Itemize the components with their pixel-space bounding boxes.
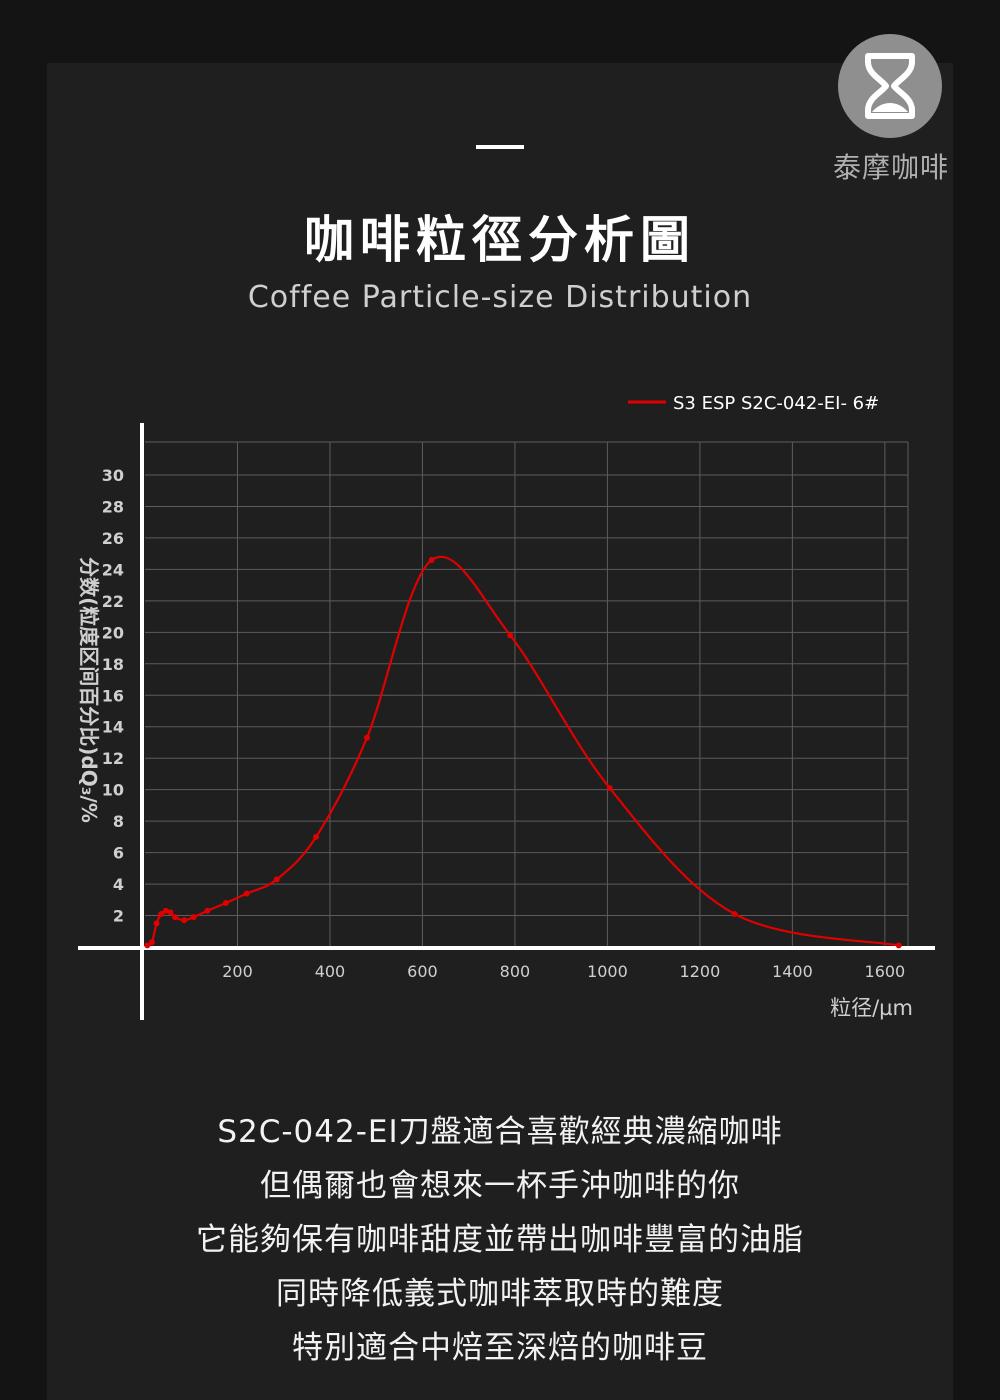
title-dash (476, 145, 524, 149)
description-line-5: 特別適合中焙至深焙的咖啡豆 (292, 1330, 708, 1366)
x-tick-label: 200 (222, 962, 253, 981)
data-point (606, 785, 613, 792)
data-point (148, 939, 155, 946)
description-line-3: 它能夠保有咖啡甜度並帶出咖啡豐富的油脂 (196, 1222, 804, 1258)
legend-label: S3 ESP S2C-042-EI- 6# (673, 393, 879, 414)
y-tick-label: 16 (102, 686, 124, 705)
y-tick-label: 20 (102, 623, 124, 642)
x-tick-label: 1600 (865, 962, 906, 981)
data-point (204, 907, 211, 914)
y-tick-label: 26 (102, 529, 124, 548)
description-line-1: S2C-042-EI刀盤適合喜歡經典濃縮咖啡 (217, 1114, 783, 1150)
content-panel (47, 63, 953, 1400)
data-point (144, 942, 151, 949)
y-tick-label: 22 (102, 592, 124, 611)
x-axis-label: 粒径/µm (830, 996, 913, 1020)
data-point (162, 907, 169, 914)
x-tick-label: 400 (315, 962, 346, 981)
data-point (158, 910, 165, 917)
data-point (153, 920, 160, 927)
y-tick-label: 14 (102, 718, 124, 737)
x-tick-label: 1000 (587, 962, 628, 981)
data-point (190, 914, 197, 921)
y-tick-label: 30 (102, 466, 124, 485)
y-tick-label: 4 (113, 875, 124, 894)
data-point (243, 890, 250, 897)
x-tick-label: 1400 (772, 962, 813, 981)
description-line-2: 但偶爾也會想來一杯手沖咖啡的你 (260, 1168, 740, 1204)
description: S2C-042-EI刀盤適合喜歡經典濃縮咖啡 但偶爾也會想來一杯手沖咖啡的你 它… (0, 1105, 1000, 1375)
y-tick-label: 2 (113, 907, 124, 926)
data-point (313, 833, 320, 840)
description-line-4: 同時降低義式咖啡萃取時的難度 (276, 1276, 724, 1312)
data-point (181, 917, 188, 924)
page-title: 咖啡粒徑分析圖 (304, 211, 696, 269)
y-tick-label: 8 (113, 812, 124, 831)
x-tick-label: 600 (407, 962, 438, 981)
brand-logo: 泰摩咖啡 (833, 34, 948, 186)
series-line (146, 555, 899, 947)
data-point (731, 910, 738, 917)
hourglass-logo-icon (838, 34, 942, 138)
data-point (172, 914, 179, 921)
y-tick-label: 24 (102, 560, 124, 579)
data-point (273, 876, 280, 883)
data-point (222, 899, 229, 906)
page-subtitle: Coffee Particle-size Distribution (247, 280, 753, 315)
brand-name: 泰摩咖啡 (832, 151, 949, 184)
y-tick-label: 28 (102, 497, 124, 516)
y-tick-label: 10 (102, 781, 124, 800)
data-point (895, 942, 902, 949)
y-tick-label: 6 (113, 844, 124, 863)
x-tick-label: 800 (500, 962, 531, 981)
x-tick-label: 1200 (680, 962, 721, 981)
data-point (428, 556, 435, 563)
data-point (167, 909, 174, 916)
data-point (363, 734, 370, 741)
y-axis-label: 分数(粒度区间百分比)dQ₃/% (77, 557, 101, 823)
y-tick-label: 12 (102, 749, 124, 768)
data-point (507, 632, 514, 639)
y-tick-label: 18 (102, 655, 124, 674)
